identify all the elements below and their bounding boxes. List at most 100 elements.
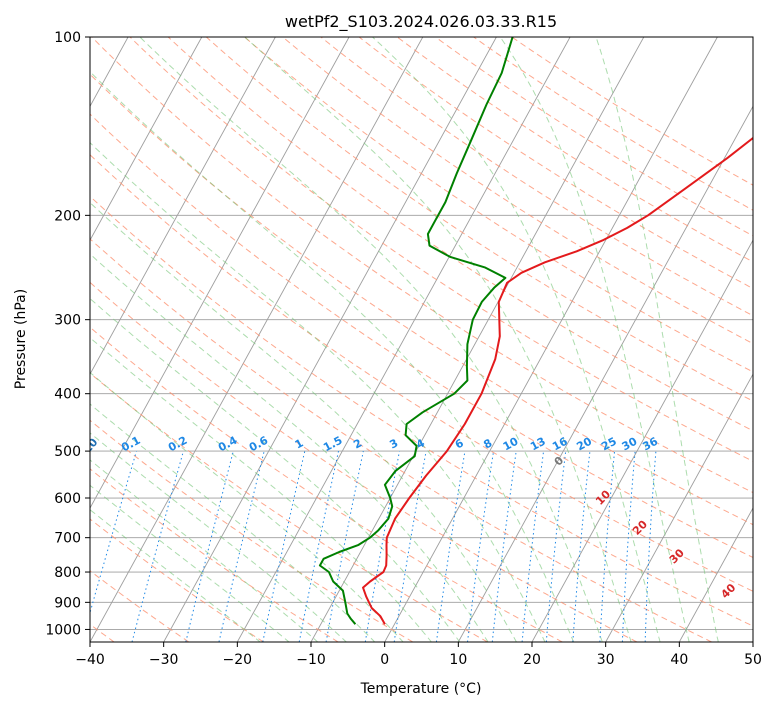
isotherm-line	[90, 37, 424, 642]
mixing-ratio-label: 13	[528, 435, 548, 454]
y-tick-label: 500	[54, 444, 81, 460]
moist-adiabat-line	[90, 484, 290, 642]
moist-adiabat-line	[90, 371, 404, 642]
y-tick-label: 800	[54, 565, 81, 581]
isotherm-line	[90, 37, 203, 242]
moist-adiabat-line	[244, 37, 632, 642]
isotherm-line	[236, 37, 571, 642]
mixing-ratio-line	[491, 451, 517, 642]
mixing-ratio-line	[599, 451, 616, 642]
reference-lines-layer	[90, 37, 753, 642]
dry-adiabat-line	[90, 154, 753, 592]
x-tick-label: 0	[380, 652, 389, 668]
moist-adiabat-line	[90, 403, 376, 642]
dry-adiabat-line	[205, 37, 753, 402]
mixing-ratio-label: 6	[453, 436, 466, 451]
mixing-ratio-line	[435, 451, 466, 642]
mixing-ratio-label: 25	[599, 435, 619, 454]
dry-adiabat-line	[90, 372, 488, 642]
temperature-profile-line	[362, 136, 753, 625]
x-tick-label: 40	[670, 652, 688, 668]
mixing-ratio-label: 3	[387, 436, 400, 451]
mixing-ratio-line	[572, 451, 591, 642]
x-tick-label: 30	[597, 652, 615, 668]
x-tick-label: −10	[296, 652, 326, 668]
isotherm-line	[752, 641, 753, 642]
dry-adiabat-line	[90, 326, 563, 642]
mixing-ratio-line	[621, 451, 636, 642]
reference-labels-layer: 0.10.20.40.611.52346810131620253036-100-…	[78, 434, 739, 602]
dry-adiabat-line	[91, 37, 753, 494]
dry-adiabat-line	[90, 281, 638, 642]
mixing-ratio-label: 2	[351, 436, 364, 451]
dry-adiabat-line	[90, 195, 753, 627]
dry-adiabat-line	[244, 37, 753, 373]
dry-adiabat-line	[282, 37, 753, 345]
y-tick-label: 1000	[45, 622, 81, 638]
y-tick-label: 100	[54, 30, 81, 46]
isotherm-line	[90, 37, 276, 376]
y-tick-label: 700	[54, 531, 81, 547]
moist-adiabat-line	[90, 297, 461, 642]
x-tick-label: 20	[523, 652, 541, 668]
x-axis-title: Temperature (°C)	[360, 681, 482, 697]
dry-adiabat-line	[90, 113, 753, 559]
moist-adiabat-line	[90, 336, 433, 642]
moist-adiabat-label: 20	[630, 517, 650, 537]
moist-adiabat-line	[90, 459, 319, 642]
isotherm-line	[457, 105, 753, 642]
x-tick-label: −30	[149, 652, 179, 668]
mixing-ratio-line	[393, 451, 427, 642]
mixing-ratio-line	[131, 450, 184, 642]
mixing-ratio-label: 36	[640, 435, 660, 454]
axis-layer: −40 −30 −20 −10 0 10 20 30 40 50 100 200 300 400 500 60…	[45, 30, 762, 668]
dry-adiabat-line	[90, 570, 190, 642]
dry-adiabat-line	[90, 518, 264, 642]
x-tick-label: −40	[75, 652, 105, 668]
x-tick-label: −20	[223, 652, 253, 668]
dry-adiabat-label: -10	[78, 436, 101, 460]
moist-adiabat-label: 30	[667, 546, 687, 566]
mixing-ratio-line	[298, 450, 339, 642]
moist-adiabat-line	[90, 201, 517, 642]
dry-adiabat-line	[90, 73, 753, 526]
mixing-ratio-label: 16	[550, 435, 570, 454]
moist-adiabat-line	[90, 253, 489, 642]
dry-adiabat-line	[396, 37, 753, 263]
dry-adiabat-line	[90, 419, 414, 642]
mixing-ratio-line	[364, 451, 400, 642]
y-axis-title: Pressure (hPa)	[13, 289, 29, 389]
y-tick-label: 600	[54, 491, 81, 507]
isotherm-line	[384, 37, 718, 642]
moist-adiabat-line	[90, 70, 575, 642]
isotherm-line	[163, 37, 497, 642]
mixing-ratio-label: 1	[293, 436, 306, 451]
isotherm-line	[310, 37, 645, 642]
dry-adiabat-line	[90, 468, 339, 642]
grid-layer	[90, 37, 753, 642]
mixing-ratio-label: 8	[481, 436, 494, 451]
moist-adiabat-label: 40	[718, 581, 738, 601]
mixing-ratio-line	[467, 451, 494, 642]
moist-adiabat-line	[90, 432, 348, 642]
dewpoint-profile-line	[318, 37, 514, 625]
x-tick-label: 50	[744, 652, 762, 668]
moist-adiabat-line	[90, 141, 546, 642]
moist-adiabat-label: 10	[593, 487, 613, 507]
mixing-ratio-line	[545, 451, 567, 642]
mixing-ratio-label: 20	[574, 435, 594, 454]
dry-adiabat-line	[320, 37, 753, 317]
mixing-ratio-line	[521, 451, 545, 642]
dry-adiabat-line	[167, 37, 753, 432]
mixing-ratio-line	[644, 451, 657, 642]
moist-adiabat-line	[372, 37, 661, 642]
mixing-ratio-line	[90, 450, 137, 615]
plot-frame	[89, 36, 754, 643]
isotherm-line	[90, 37, 350, 509]
moist-adiabat-line	[499, 37, 690, 642]
isotherm-line	[678, 507, 753, 642]
series-layer	[318, 37, 753, 625]
moist-adiabat-line	[595, 37, 719, 642]
x-tick-label: 10	[449, 652, 467, 668]
chart-title: wetPf2_S103.2024.026.03.33.R15	[285, 12, 557, 32]
